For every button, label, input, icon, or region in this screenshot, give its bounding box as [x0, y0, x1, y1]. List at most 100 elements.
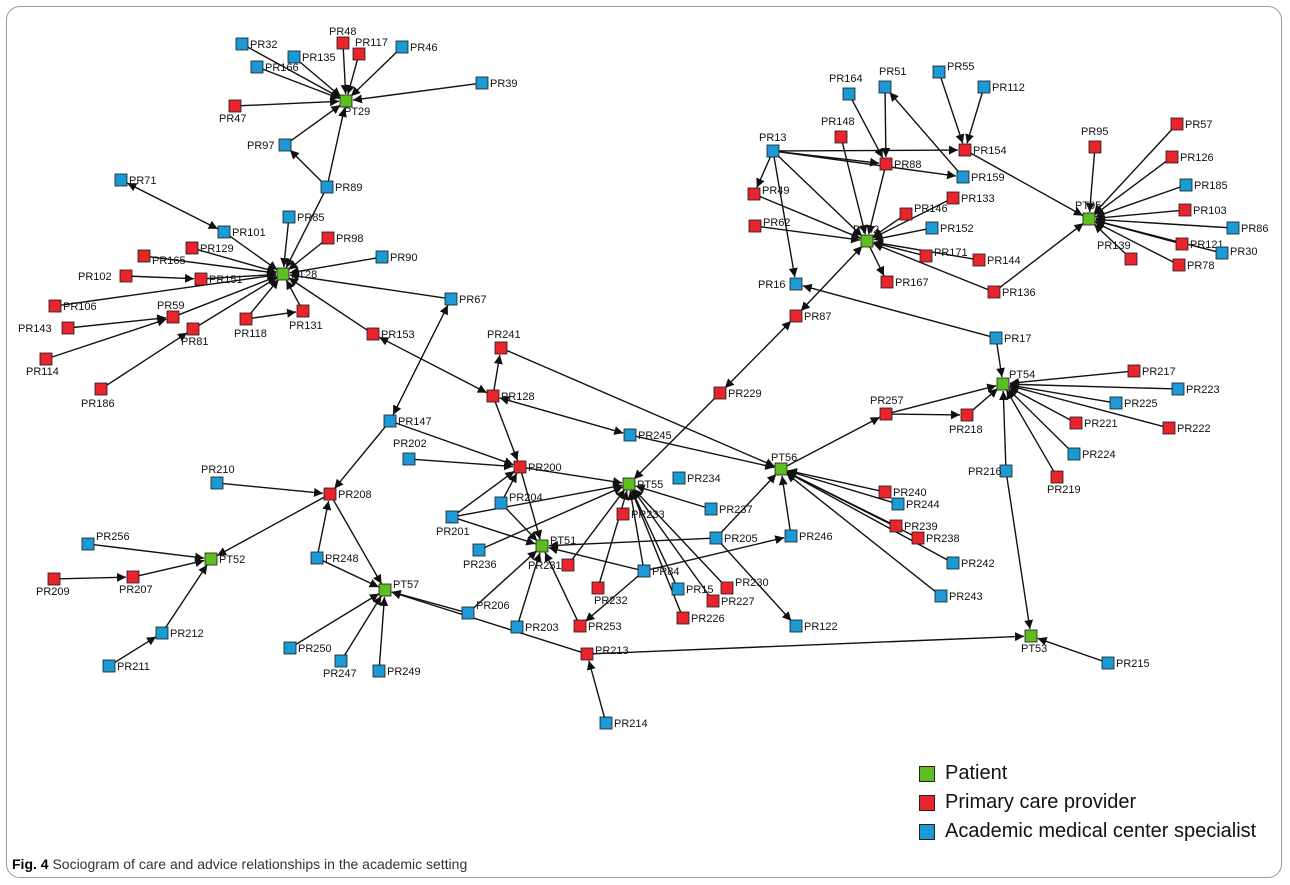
node-pt54[interactable]: PT54 — [996, 369, 1035, 391]
node-pr241[interactable]: PR241 — [487, 329, 521, 355]
node-pr200[interactable]: PR200 — [513, 460, 562, 474]
node-pr17[interactable]: PR17 — [989, 331, 1032, 345]
node-pr218[interactable]: PR218 — [949, 408, 983, 436]
node-pr214[interactable]: PR214 — [599, 716, 648, 730]
node-pt56[interactable]: PT56 — [771, 452, 797, 476]
node-pr143[interactable]: PR143 — [18, 321, 75, 335]
node-pr208[interactable]: PR208 — [323, 487, 372, 501]
node-pr51[interactable]: PR51 — [878, 66, 907, 94]
node-pr32[interactable]: PR32 — [235, 37, 278, 51]
node-pr239[interactable]: PR239 — [889, 519, 938, 533]
node-pr186[interactable]: PR186 — [81, 382, 115, 410]
node-pr224[interactable]: PR224 — [1067, 447, 1116, 461]
node-pt57[interactable]: PT57 — [378, 579, 419, 597]
node-pr78[interactable]: PR78 — [1172, 258, 1215, 272]
node-pr135[interactable]: PR135 — [287, 50, 336, 64]
node-pr84[interactable]: PR84 — [637, 564, 680, 578]
node-pr237[interactable]: PR237 — [704, 502, 753, 516]
node-pr219[interactable]: PR219 — [1047, 470, 1081, 496]
node-pr202[interactable]: PR202 — [393, 438, 427, 466]
node-pr240[interactable]: PR240 — [878, 485, 927, 499]
node-pt52[interactable]: PT52 — [204, 552, 245, 566]
node-pr67[interactable]: PR67 — [444, 292, 487, 306]
node-pr167[interactable]: PR167 — [880, 275, 929, 289]
node-pr81[interactable]: PR81 — [181, 322, 209, 348]
node-pr203[interactable]: PR203 — [510, 620, 559, 634]
node-pr144[interactable]: PR144 — [972, 253, 1021, 267]
node-pr211[interactable]: PR211 — [102, 659, 150, 673]
node-pr185[interactable]: PR185 — [1179, 178, 1228, 192]
node-pr151[interactable]: PR151 — [194, 272, 243, 286]
node-pr148[interactable]: PR148 — [821, 116, 855, 144]
node-pr243[interactable]: PR243 — [934, 589, 983, 603]
node-pr205[interactable]: PR205 — [709, 531, 758, 545]
node-pr112[interactable]: PR112 — [977, 80, 1025, 94]
node-pr154[interactable]: PR154 — [958, 143, 1007, 157]
node-pr152[interactable]: PR152 — [925, 221, 974, 235]
node-pr257[interactable]: PR257 — [870, 395, 904, 421]
node-pr147[interactable]: PR147 — [383, 414, 432, 428]
node-pr212[interactable]: PR212 — [155, 626, 204, 640]
node-pr59[interactable]: PR59 — [157, 300, 185, 324]
node-pr230[interactable]: PR230 — [720, 577, 769, 595]
node-pr103[interactable]: PR103 — [1178, 203, 1227, 217]
node-pr234[interactable]: PR234 — [672, 471, 721, 485]
node-pr126[interactable]: PR126 — [1165, 150, 1214, 164]
node-pr118[interactable]: PR118 — [234, 312, 267, 340]
node-pr128[interactable]: PR128 — [486, 389, 535, 403]
node-pr216[interactable]: PR216 — [968, 464, 1013, 478]
node-pr210[interactable]: PR210 — [201, 464, 235, 490]
node-pr207[interactable]: PR207 — [119, 570, 153, 596]
node-pr122[interactable]: PR122 — [789, 619, 838, 633]
node-pr221[interactable]: PR221 — [1069, 416, 1118, 430]
node-pr98[interactable]: PR98 — [321, 231, 364, 245]
node-pr139[interactable]: PR139 — [1097, 240, 1138, 266]
node-pr88[interactable]: PR88 — [879, 157, 922, 171]
node-pr225[interactable]: PR225 — [1109, 396, 1158, 410]
node-pr102[interactable]: PR102 — [78, 269, 133, 283]
node-pr223[interactable]: PR223 — [1171, 382, 1220, 396]
node-pr164[interactable]: PR164 — [829, 73, 863, 101]
node-pr159[interactable]: PR159 — [956, 170, 1005, 184]
node-pr95[interactable]: PR95 — [1081, 126, 1109, 154]
node-pr101[interactable]: PR101 — [217, 225, 266, 239]
node-pr246[interactable]: PR246 — [784, 529, 833, 543]
node-pr146[interactable]: PR146 — [899, 203, 948, 221]
node-pt02[interactable]: PT02 — [853, 224, 879, 248]
node-pr227[interactable]: PR227 — [706, 594, 755, 608]
node-pr231[interactable]: PR231 — [528, 558, 575, 572]
node-pr90[interactable]: PR90 — [375, 250, 418, 264]
node-pr153[interactable]: PR153 — [366, 327, 415, 341]
node-pr215[interactable]: PR215 — [1101, 656, 1150, 670]
node-pr87[interactable]: PR87 — [789, 309, 832, 323]
node-pr97[interactable]: PR97 — [247, 138, 292, 152]
node-pr15[interactable]: PR15 — [671, 582, 714, 596]
node-pr57[interactable]: PR57 — [1170, 117, 1213, 131]
node-pr247[interactable]: PR247 — [323, 654, 357, 680]
node-pt53[interactable]: PT53 — [1021, 629, 1047, 655]
node-pr39[interactable]: PR39 — [475, 76, 518, 90]
node-pr242[interactable]: PR242 — [946, 556, 995, 570]
node-pr117[interactable]: PR117 — [352, 37, 388, 61]
node-pr129[interactable]: PR129 — [185, 241, 234, 255]
node-pr232[interactable]: PR232 — [591, 581, 628, 607]
node-pr16[interactable]: PR16 — [758, 277, 803, 291]
node-pr49[interactable]: PR49 — [747, 185, 790, 201]
node-pr222[interactable]: PR222 — [1162, 421, 1211, 435]
node-pr253[interactable]: PR253 — [573, 619, 622, 633]
node-pr171[interactable]: PR171 — [919, 247, 968, 263]
node-pt28[interactable]: PT28 — [276, 267, 317, 281]
node-pt05[interactable]: PT05 — [1075, 200, 1101, 226]
node-pt29[interactable]: PT29 — [339, 94, 370, 118]
node-pr85[interactable]: PR85 — [282, 210, 325, 224]
node-pr250[interactable]: PR250 — [283, 641, 332, 655]
node-pr62[interactable]: PR62 — [748, 217, 791, 233]
node-pr165[interactable]: PR165 — [137, 249, 186, 267]
node-pr106[interactable]: PR106 — [48, 299, 97, 313]
node-pr86[interactable]: PR86 — [1226, 221, 1269, 235]
node-pr204[interactable]: PR204 — [494, 492, 543, 510]
node-pr206[interactable]: PR206 — [461, 600, 510, 620]
node-pr166[interactable]: PR166 — [250, 60, 299, 74]
node-pr47[interactable]: PR47 — [219, 99, 247, 125]
node-pr248[interactable]: PR248 — [310, 551, 359, 565]
